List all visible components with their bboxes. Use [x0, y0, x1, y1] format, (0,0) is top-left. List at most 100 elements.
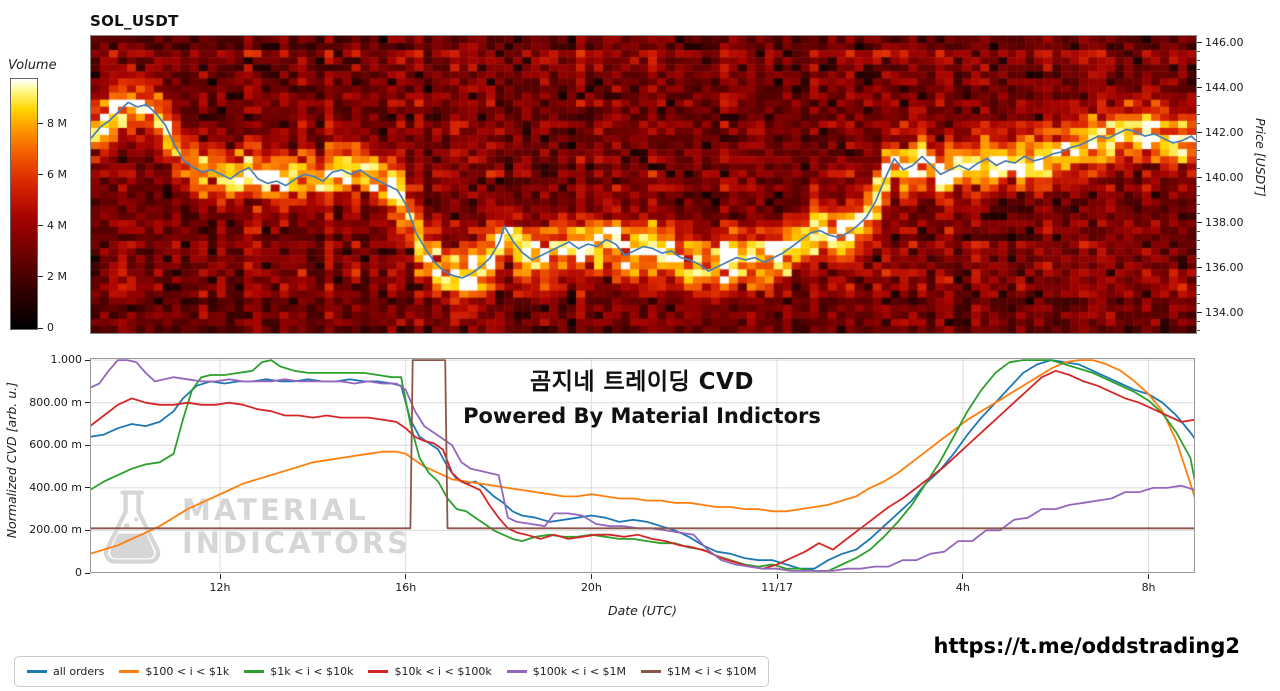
legend-swatch [244, 670, 265, 673]
legend-label: $10k < i < $100k [394, 665, 492, 678]
cvd-x-tick-label: 4h [955, 581, 970, 594]
price-minor-tick [1197, 159, 1200, 161]
colorbar-tick-label: 2 M [47, 269, 67, 283]
cvd-x-axis-label: Date (UTC) [607, 603, 678, 618]
legend-item-3: $10k < i < $100k [368, 665, 492, 678]
cvd-series-3 [90, 369, 1195, 570]
cvd-x-tick [776, 574, 778, 579]
colorbar-tick [38, 123, 43, 125]
legend-label: $100 < i < $1k [145, 665, 230, 678]
price-minor-tick [1197, 141, 1200, 143]
cvd-y-tick-label: 1.000 [50, 353, 83, 367]
legend-swatch [119, 670, 140, 673]
cvd-x-tick-label: 20h [580, 581, 602, 594]
cvd-x-tick [219, 574, 221, 579]
price-tick-label: 146.00 [1205, 35, 1244, 49]
price-tick-label: 138.00 [1205, 215, 1244, 229]
price-minor-tick [1197, 231, 1200, 233]
cvd-y-tick-label: 0 [75, 566, 82, 579]
legend-label: all orders [53, 665, 105, 678]
cvd-series-5 [90, 359, 1195, 530]
price-minor-tick [1197, 285, 1200, 287]
cvd-chart [90, 358, 1195, 573]
legend: all orders $100 < i < $1k $1k < i < $10k $1… [14, 656, 770, 687]
price-minor-tick [1197, 213, 1200, 215]
cvd-series-0 [90, 359, 1195, 570]
price-major-tick [1197, 132, 1202, 134]
price-minor-tick [1197, 321, 1200, 323]
price-minor-tick [1197, 186, 1200, 188]
colorbar-tick-label: 4 M [47, 218, 67, 232]
cvd-x-tick [1148, 574, 1150, 579]
cvd-x-tick-label: 11/17 [761, 581, 793, 594]
price-axis-label: Price [USDT] [1253, 118, 1268, 197]
colorbar-tick-label: 0 [47, 321, 54, 334]
legend-label: $1k < i < $10k [270, 665, 354, 678]
cvd-x-tick-label: 8h [1141, 581, 1156, 594]
cvd-x-tick-label: 12h [209, 581, 231, 594]
price-minor-tick [1197, 195, 1200, 197]
legend-label: $100k < i < $1M [532, 665, 627, 678]
volume-colorbar [10, 78, 38, 330]
cvd-x-tick [962, 574, 964, 579]
colorbar-tick [38, 276, 43, 278]
legend-swatch [641, 670, 662, 673]
price-tick-label: 136.00 [1205, 260, 1244, 274]
price-minor-tick [1197, 60, 1200, 62]
flask-liquid [110, 533, 155, 559]
price-minor-tick [1197, 276, 1200, 278]
price-minor-tick [1197, 258, 1200, 260]
cvd-y-tick-label: 800.00 m [29, 395, 82, 409]
legend-item-4: $100k < i < $1M [506, 665, 627, 678]
colorbar-label: Volume [8, 58, 57, 73]
price-minor-tick [1197, 78, 1200, 80]
price-minor-tick [1197, 240, 1200, 242]
price-major-tick [1197, 42, 1202, 44]
price-minor-tick [1197, 330, 1200, 332]
cvd-y-tick [85, 572, 90, 574]
legend-swatch [368, 670, 389, 673]
price-major-tick [1197, 87, 1202, 89]
price-tick-label: 134.00 [1205, 305, 1244, 319]
cvd-y-tick [85, 529, 90, 531]
cvd-y-tick [85, 444, 90, 446]
legend-swatch [506, 670, 527, 673]
price-minor-tick [1197, 114, 1200, 116]
colorbar-tick-label: 8 M [47, 116, 67, 130]
price-minor-tick [1197, 123, 1200, 125]
flask-icon [103, 490, 161, 564]
cvd-y-tick-label: 400.00 m [29, 480, 82, 494]
price-minor-tick [1197, 303, 1200, 305]
cvd-y-tick-label: 200.00 m [29, 523, 82, 537]
colorbar-tick [38, 174, 43, 176]
legend-swatch [27, 670, 47, 673]
colorbar-tick [38, 327, 43, 329]
legend-item-5: $1M < i < $10M [641, 665, 756, 678]
price-tick-label: 144.00 [1205, 80, 1244, 94]
price-major-tick [1197, 222, 1202, 224]
cvd-series-2 [90, 359, 1195, 572]
legend-item-1: $100 < i < $1k [119, 665, 229, 678]
colorbar-tick-label: 6 M [47, 167, 67, 181]
cvd-y-tick-label: 600.00 m [29, 438, 82, 452]
price-minor-tick [1197, 69, 1200, 71]
cvd-series-1 [90, 359, 1195, 555]
legend-item-2: $1k < i < $10k [244, 665, 353, 678]
chart-title: SOL_USDT [90, 12, 179, 30]
cvd-x-tick-label: 16h [395, 581, 417, 594]
price-tick-label: 140.00 [1205, 170, 1244, 184]
price-tick-label: 142.00 [1205, 125, 1244, 139]
price-minor-tick [1197, 150, 1200, 152]
price-minor-tick [1197, 294, 1200, 296]
telegram-link[interactable]: https://t.me/oddstrading2 [933, 634, 1241, 658]
legend-label: $1M < i < $10M [667, 665, 757, 678]
price-major-tick [1197, 267, 1202, 269]
cvd-x-tick [405, 574, 407, 579]
price-minor-tick [1197, 168, 1200, 170]
cvd-plot-border [90, 358, 1195, 573]
price-minor-tick [1197, 51, 1200, 53]
colorbar-tick [38, 225, 43, 227]
chart-annotation: 곰지네 트레이딩 CVD Powered By Material Indicto… [322, 362, 962, 428]
price-major-tick [1197, 177, 1202, 179]
